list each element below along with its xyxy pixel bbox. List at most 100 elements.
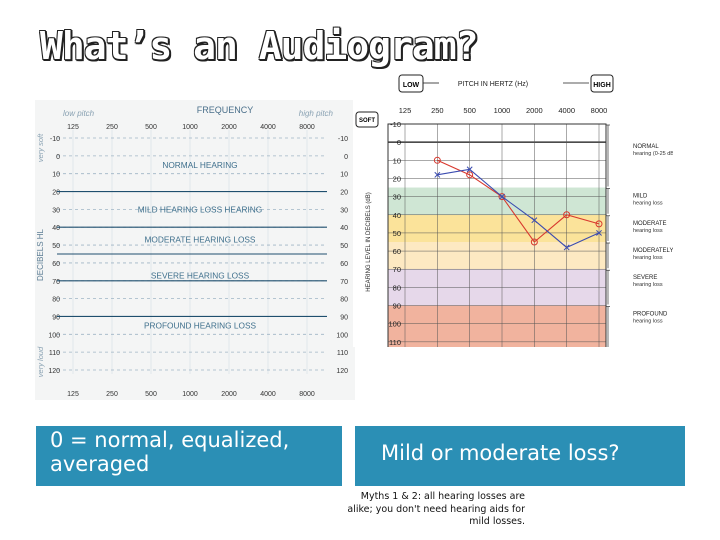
low-label: LOW [403, 82, 420, 89]
data-point-o [433, 156, 441, 164]
freq-tick: 250 [431, 106, 444, 115]
db-tick-right: 60 [340, 261, 348, 268]
freq-tick-bottom: 125 [67, 391, 79, 398]
band-label: PROFOUND HEARING LOSS [144, 320, 256, 330]
myths-note: Myths 1 & 2: all hearing losses are alik… [347, 491, 525, 527]
high-pitch-label: high pitch [299, 109, 334, 118]
data-point-x [466, 166, 473, 173]
db-tick-right: 50 [340, 243, 348, 250]
data-point-o [563, 211, 571, 219]
db-tick-left: -10 [50, 136, 60, 143]
band-fill [388, 242, 606, 270]
data-point-o [498, 193, 506, 201]
band-label: NORMAL [633, 144, 659, 150]
db-tick-left: 70 [52, 279, 60, 286]
db-tick: 50 [393, 229, 401, 238]
series-line [437, 159, 600, 243]
db-tick: 20 [393, 174, 401, 183]
band-label: MODERATE HEARING LOSS [145, 235, 256, 245]
data-point-o [530, 238, 538, 246]
freq-tick-bottom: 2000 [221, 391, 237, 398]
data-point-x [596, 229, 602, 236]
data-point-x [563, 244, 570, 251]
band-sublabel: hearing loss [633, 319, 663, 325]
very-loud-label: very loud [36, 346, 45, 377]
freq-tick-bottom: 500 [145, 391, 157, 398]
high-badge [590, 74, 614, 93]
db-tick: 60 [393, 247, 401, 256]
freq-tick-top: 1000 [182, 124, 198, 131]
freq-tick-bottom: 8000 [299, 391, 315, 398]
low-badge [398, 74, 424, 93]
db-tick-right: 100 [336, 332, 348, 339]
db-tick-left: 80 [52, 297, 60, 304]
db-tick: 10 [393, 156, 401, 165]
db-tick: 80 [393, 283, 401, 292]
y-axis-label: DECIBELS HL [36, 228, 45, 281]
freq-tick: 500 [463, 106, 476, 115]
soft-badge [355, 111, 379, 128]
freq-tick-top: 250 [106, 124, 118, 131]
db-tick-right: 20 [340, 190, 348, 197]
db-tick-right: 120 [336, 368, 348, 375]
pitch-title: PITCH IN HERTZ (Hz) [458, 81, 528, 88]
data-point-x [499, 193, 505, 200]
band-fill [388, 305, 606, 347]
band-fill [388, 124, 606, 188]
data-point-x [531, 217, 538, 224]
db-tick-right: 90 [340, 314, 348, 321]
db-tick-right: -10 [338, 136, 348, 143]
normal-caption-box: 0 = normal, equalized, averaged [36, 426, 342, 486]
db-tick-left: 10 [52, 172, 60, 179]
data-point-x [434, 171, 441, 178]
db-tick-left: 110 [49, 350, 60, 357]
low-pitch-label: low pitch [63, 109, 95, 118]
freq-tick-top: 4000 [260, 124, 276, 131]
chart-background [35, 100, 355, 400]
freq-tick: 8000 [591, 106, 608, 115]
freq-tick-top: 8000 [299, 124, 315, 131]
y-axis-label: HEARING LEVEL IN DECIBELS (dB) [366, 192, 372, 291]
band-label: MILD HEARING LOSS HEARING [138, 204, 262, 214]
soft-label: SOFT [359, 118, 375, 124]
band-label: SEVERE [633, 275, 657, 281]
data-point-o [466, 171, 474, 179]
band-label: PROFOUND [633, 312, 668, 318]
freq-tick: 4000 [558, 106, 575, 115]
db-tick-left: 100 [48, 332, 60, 339]
band-sublabel: hearing (0-25 dB) [633, 151, 673, 157]
question-caption-box: Mild or moderate loss? [355, 426, 685, 486]
example-audiogram-chart: LOW PITCH IN HERTZ (Hz) HIGH 125 250 500 1000 2… [353, 72, 673, 347]
band-label: MODERATELY SEVERE [633, 248, 673, 254]
band-sublabel: hearing loss [633, 255, 663, 261]
db-tick: 70 [393, 265, 401, 274]
db-tick-left: 60 [52, 261, 60, 268]
db-tick-right: 30 [340, 207, 348, 214]
high-label: HIGH [593, 82, 611, 89]
freq-tick-bottom: 4000 [260, 391, 276, 398]
db-tick-left: 0 [56, 154, 60, 161]
db-tick: 30 [393, 193, 401, 202]
db-tick-right: 0 [344, 154, 348, 161]
db-tick-right: 80 [340, 297, 348, 304]
freq-tick: 125 [399, 106, 412, 115]
band-label: SEVERE HEARING LOSS [151, 270, 250, 280]
band-fill [388, 187, 606, 215]
db-tick-right: 10 [340, 172, 348, 179]
freq-tick-bottom: 1000 [182, 391, 198, 398]
series-line [437, 168, 600, 249]
db-tick-left: 40 [52, 225, 60, 232]
freq-tick-top: 500 [145, 124, 157, 131]
very-soft-label: very soft [36, 133, 45, 162]
freq-tick: 1000 [494, 106, 511, 115]
db-tick-left: 30 [52, 207, 60, 214]
band-sublabel: hearing loss [633, 228, 663, 234]
band-sublabel: hearing loss [633, 282, 663, 288]
freq-tick-top: 125 [67, 124, 79, 131]
band-sublabel: hearing loss [633, 201, 663, 207]
freq-tick-top: 2000 [221, 124, 237, 131]
db-tick-right: 70 [340, 279, 348, 286]
slide-title: What’s an Audiogram? [40, 24, 479, 68]
db-tick: 100 [388, 320, 401, 329]
frequency-title: FREQUENCY [197, 105, 254, 115]
